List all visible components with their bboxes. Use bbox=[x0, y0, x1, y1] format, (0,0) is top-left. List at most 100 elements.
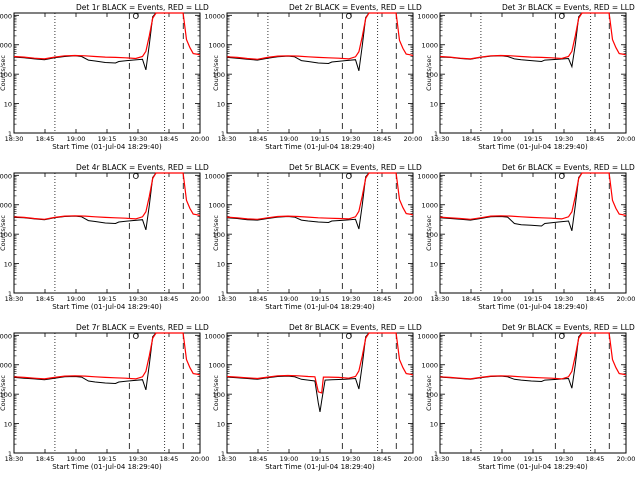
x-tick-label: 19:00 bbox=[493, 295, 512, 303]
x-tick-label: 18:30 bbox=[5, 295, 24, 303]
x-tick-label: 18:45 bbox=[249, 455, 268, 463]
y-axis-label: Counts/sec bbox=[212, 55, 220, 91]
y-tick-label: 100 bbox=[426, 231, 438, 239]
x-axis-label: Start Time (01-Jul-04 18:29:40) bbox=[265, 463, 375, 471]
y-tick-label: 1 bbox=[8, 130, 12, 138]
y-tick-label: 10000 bbox=[417, 12, 438, 20]
x-tick-label: 20:00 bbox=[191, 455, 210, 463]
x-tick-label: 19:30 bbox=[129, 455, 148, 463]
chart-title: Det 8r BLACK = Events, RED = LLD bbox=[289, 323, 422, 332]
plot-frame bbox=[439, 172, 627, 294]
x-tick-label: 18:45 bbox=[586, 135, 605, 143]
y-axis-label: Counts/sec bbox=[0, 375, 7, 411]
x-tick-label: 18:45 bbox=[586, 295, 605, 303]
y-tick-label: 1000 bbox=[0, 362, 12, 370]
events-series-line bbox=[13, 172, 157, 231]
y-tick-label: 1000 bbox=[421, 42, 438, 50]
x-tick-label: 19:30 bbox=[342, 455, 361, 463]
x-tick-label: 19:00 bbox=[67, 295, 86, 303]
x-tick-label: 19:15 bbox=[311, 135, 330, 143]
y-tick-label: 1 bbox=[221, 450, 225, 458]
x-tick-label: 19:15 bbox=[524, 135, 543, 143]
y-tick-label: 10 bbox=[430, 101, 438, 109]
chart-title: Det 7r BLACK = Events, RED = LLD bbox=[76, 323, 209, 332]
x-tick-label: 18:45 bbox=[249, 135, 268, 143]
x-tick-label: 20:00 bbox=[191, 135, 210, 143]
plot-frame bbox=[13, 12, 201, 134]
y-tick-label: 10 bbox=[430, 261, 438, 269]
y-tick-label: 1000 bbox=[208, 42, 225, 50]
detector-chart-3: Det 3r BLACK = Events, RED = LLD Counts/s… bbox=[417, 3, 635, 151]
events-series-line bbox=[439, 332, 583, 389]
x-tick-label: 19:15 bbox=[311, 455, 330, 463]
x-tick-label: 20:00 bbox=[404, 295, 423, 303]
chart-title: Det 4r BLACK = Events, RED = LLD bbox=[76, 163, 209, 172]
x-tick-label: 19:30 bbox=[342, 295, 361, 303]
y-tick-label: 10 bbox=[430, 421, 438, 429]
x-tick-label: 18:45 bbox=[373, 455, 392, 463]
lld-series-line bbox=[13, 172, 201, 220]
x-tick-label: 18:30 bbox=[218, 135, 237, 143]
x-tick-label: 19:00 bbox=[280, 455, 299, 463]
x-axis-label: Start Time (01-Jul-04 18:29:40) bbox=[478, 463, 588, 471]
chart-title: Det 6r BLACK = Events, RED = LLD bbox=[502, 163, 635, 172]
peak-marker bbox=[345, 173, 352, 179]
peak-marker bbox=[558, 333, 565, 339]
peak-marker bbox=[345, 13, 352, 19]
y-tick-label: 1000 bbox=[0, 202, 12, 210]
y-tick-label: 1 bbox=[221, 290, 225, 298]
y-axis-label: Counts/sec bbox=[212, 215, 220, 251]
chart-title: Det 5r BLACK = Events, RED = LLD bbox=[289, 163, 422, 172]
lld-series-line bbox=[226, 172, 414, 220]
x-tick-label: 19:30 bbox=[129, 295, 148, 303]
x-tick-label: 19:30 bbox=[555, 455, 574, 463]
x-tick-label: 18:30 bbox=[431, 135, 450, 143]
y-tick-label: 1 bbox=[8, 290, 12, 298]
events-series-line bbox=[226, 12, 370, 71]
detector-chart-1: Det 1r BLACK = Events, RED = LLD Counts/s… bbox=[0, 3, 209, 151]
x-tick-label: 19:30 bbox=[129, 135, 148, 143]
y-axis-label: Counts/sec bbox=[425, 375, 433, 411]
y-tick-label: 10000 bbox=[0, 172, 12, 180]
x-tick-label: 18:45 bbox=[462, 135, 481, 143]
y-tick-label: 100 bbox=[0, 231, 12, 239]
y-tick-label: 1 bbox=[8, 450, 12, 458]
peak-marker bbox=[558, 13, 565, 19]
x-tick-label: 20:00 bbox=[617, 295, 636, 303]
y-tick-label: 1000 bbox=[0, 42, 12, 50]
x-axis-label: Start Time (01-Jul-04 18:29:40) bbox=[52, 303, 162, 311]
lld-series-line bbox=[226, 12, 414, 60]
detector-chart-6: Det 6r BLACK = Events, RED = LLD Counts/s… bbox=[417, 163, 635, 311]
y-tick-label: 1 bbox=[434, 450, 438, 458]
y-tick-label: 100 bbox=[213, 391, 225, 399]
y-tick-label: 10000 bbox=[0, 332, 12, 340]
y-tick-label: 100 bbox=[426, 71, 438, 79]
x-tick-label: 18:30 bbox=[218, 295, 237, 303]
x-tick-label: 19:15 bbox=[524, 295, 543, 303]
y-tick-label: 100 bbox=[0, 391, 12, 399]
y-tick-label: 10000 bbox=[204, 172, 225, 180]
y-tick-label: 10 bbox=[4, 421, 12, 429]
x-axis-label: Start Time (01-Jul-04 18:29:40) bbox=[478, 143, 588, 151]
x-tick-label: 18:30 bbox=[5, 455, 24, 463]
y-axis-label: Counts/sec bbox=[212, 375, 220, 411]
x-tick-label: 18:30 bbox=[431, 295, 450, 303]
x-tick-label: 18:30 bbox=[218, 455, 237, 463]
chart-title: Det 9r BLACK = Events, RED = LLD bbox=[502, 323, 635, 332]
x-tick-label: 18:30 bbox=[431, 455, 450, 463]
x-tick-label: 19:30 bbox=[555, 295, 574, 303]
peak-marker bbox=[132, 173, 139, 179]
y-tick-label: 100 bbox=[426, 391, 438, 399]
y-tick-label: 1000 bbox=[208, 362, 225, 370]
peak-marker bbox=[132, 13, 139, 19]
detector-chart-7: Det 7r BLACK = Events, RED = LLD Counts/s… bbox=[0, 323, 209, 471]
x-tick-label: 20:00 bbox=[191, 295, 210, 303]
detector-chart-2: Det 2r BLACK = Events, RED = LLD Counts/s… bbox=[204, 3, 422, 151]
y-tick-label: 1 bbox=[434, 290, 438, 298]
chart-title: Det 3r BLACK = Events, RED = LLD bbox=[502, 3, 635, 12]
detector-chart-5: Det 5r BLACK = Events, RED = LLD Counts/s… bbox=[204, 163, 422, 311]
x-tick-label: 18:45 bbox=[249, 295, 268, 303]
peak-marker bbox=[558, 173, 565, 179]
x-axis-label: Start Time (01-Jul-04 18:29:40) bbox=[52, 463, 162, 471]
y-tick-label: 10000 bbox=[417, 332, 438, 340]
